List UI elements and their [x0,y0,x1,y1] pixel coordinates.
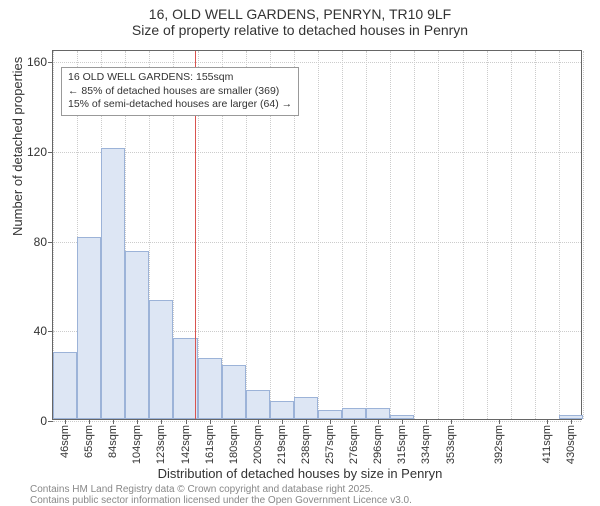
xtick-label: 46sqm [59,425,71,458]
xtick-label: 315sqm [396,425,408,464]
xtick-label: 180sqm [228,425,240,464]
ytick-label: 120 [27,145,47,159]
y-axis-label: Number of detached properties [10,57,25,236]
histogram-bar [342,408,366,419]
xtick-label: 161sqm [204,425,216,464]
chart-title-line2: Size of property relative to detached ho… [0,22,600,38]
xtick-mark [89,419,90,424]
xtick-label: 123sqm [155,425,167,464]
histogram-bar [77,237,101,419]
gridline-v [463,51,464,419]
annotation-line: ← 85% of detached houses are smaller (36… [68,85,292,99]
xtick-label: 200sqm [252,425,264,464]
xtick-label: 257sqm [324,425,336,464]
xtick-mark [571,419,572,424]
gridline-v [583,51,584,419]
xtick-label: 84sqm [107,425,119,458]
xtick-mark [137,419,138,424]
footer-attribution: Contains HM Land Registry data © Crown c… [30,484,412,506]
histogram-bar [125,251,149,419]
xtick-label: 276sqm [348,425,360,464]
gridline-v [414,51,415,419]
annotation-box: 16 OLD WELL GARDENS: 155sqm← 85% of deta… [61,67,299,116]
xtick-label: 430sqm [565,425,577,464]
footer-line2: Contains public sector information licen… [30,495,412,506]
gridline-v [559,51,560,419]
gridline-h [53,421,581,422]
histogram-bar [222,365,246,419]
gridline-v [366,51,367,419]
xtick-mark [65,419,66,424]
gridline-v [535,51,536,419]
gridline-h [53,62,581,63]
xtick-mark [161,419,162,424]
xtick-label: 334sqm [420,425,432,464]
ytick-label: 160 [27,55,47,69]
gridline-v [438,51,439,419]
gridline-v [318,51,319,419]
histogram-bar [246,390,270,419]
xtick-mark [330,419,331,424]
histogram-bar [173,338,197,419]
gridline-v [511,51,512,419]
annotation-line: 15% of semi-detached houses are larger (… [68,98,292,112]
ytick-label: 40 [34,324,47,338]
xtick-mark [234,419,235,424]
xtick-mark [499,419,500,424]
xtick-mark [378,419,379,424]
gridline-v [487,51,488,419]
plot-region: 0408012016046sqm65sqm84sqm104sqm123sqm14… [52,50,582,420]
xtick-label: 65sqm [83,425,95,458]
histogram-bar [318,410,342,419]
xtick-mark [186,419,187,424]
xtick-mark [354,419,355,424]
histogram-bar [149,300,173,419]
gridline-h [53,242,581,243]
xtick-label: 392sqm [493,425,505,464]
histogram-bar [366,408,390,419]
xtick-label: 411sqm [541,425,553,463]
histogram-bar [198,358,222,419]
histogram-bar [270,401,294,419]
histogram-bar [53,352,77,419]
xtick-label: 238sqm [300,425,312,464]
xtick-mark [451,419,452,424]
xtick-mark [113,419,114,424]
gridline-h [53,152,581,153]
xtick-label: 219sqm [276,425,288,464]
footer-line1: Contains HM Land Registry data © Crown c… [30,484,412,495]
xtick-label: 353sqm [445,425,457,464]
xtick-mark [258,419,259,424]
xtick-label: 296sqm [372,425,384,464]
xtick-mark [282,419,283,424]
gridline-v [342,51,343,419]
ytick-label: 0 [40,414,47,428]
histogram-bar [294,397,318,419]
xtick-mark [210,419,211,424]
xtick-mark [547,419,548,424]
annotation-line: 16 OLD WELL GARDENS: 155sqm [68,71,292,85]
chart-area: 0408012016046sqm65sqm84sqm104sqm123sqm14… [52,50,582,420]
xtick-mark [402,419,403,424]
xtick-label: 142sqm [180,425,192,464]
ytick-label: 80 [34,235,47,249]
ytick-mark [48,421,53,422]
gridline-v [390,51,391,419]
xtick-label: 104sqm [131,425,143,464]
x-axis-label: Distribution of detached houses by size … [0,466,600,481]
chart-title-line1: 16, OLD WELL GARDENS, PENRYN, TR10 9LF [0,6,600,22]
xtick-mark [426,419,427,424]
histogram-bar [101,148,125,419]
xtick-mark [306,419,307,424]
